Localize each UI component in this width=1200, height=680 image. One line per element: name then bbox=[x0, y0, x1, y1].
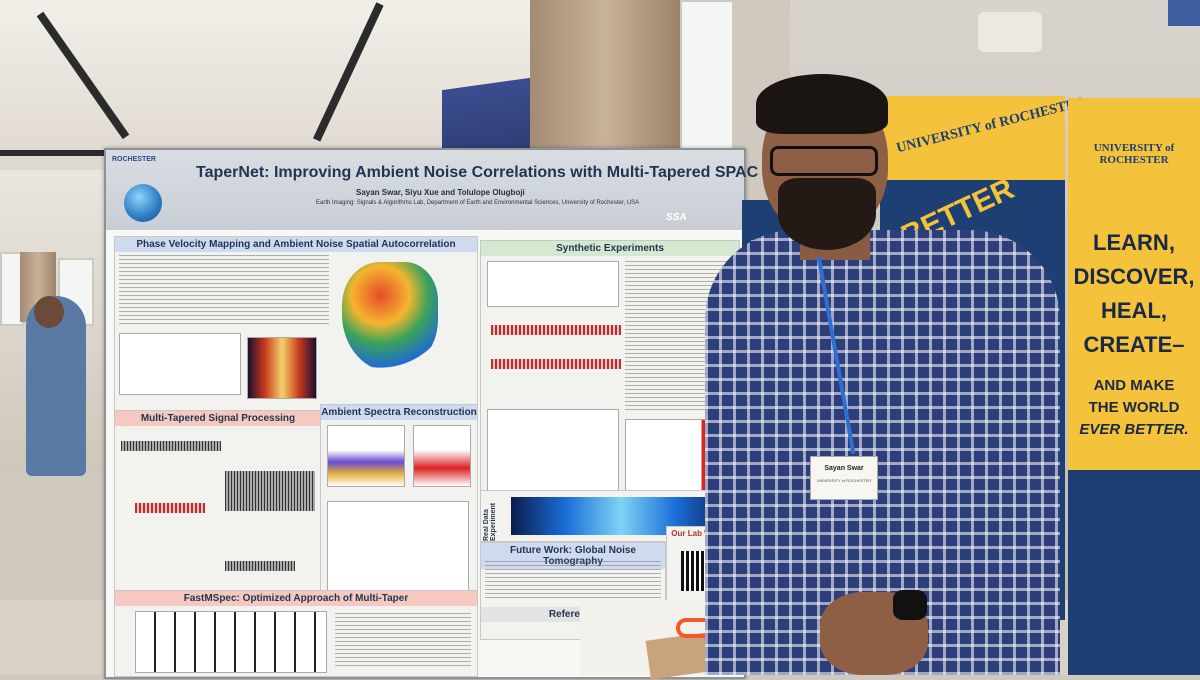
poster-authors: Sayan Swar, Siyu Xue and Tolulope Olugbo… bbox=[356, 188, 525, 197]
eigen-basis-plot bbox=[135, 611, 327, 673]
mean-spectra-trace bbox=[225, 561, 295, 571]
phase-velocity-plot bbox=[247, 337, 317, 399]
lab-globe-logo bbox=[124, 184, 162, 222]
section-heading: Ambient Spectra Reconstruction bbox=[321, 405, 477, 420]
ssa-logo: SSA bbox=[666, 212, 687, 223]
banner-university-label: UNIVERSITY of ROCHESTER bbox=[1093, 142, 1175, 166]
section-fastmspec: FastMSpec: Optimized Approach of Multi-T… bbox=[114, 590, 478, 677]
banner-slogan-line: LEARN, bbox=[1093, 230, 1175, 255]
section-heading: Phase Velocity Mapping and Ambient Noise… bbox=[115, 237, 477, 252]
section-heading: Synthetic Experiments bbox=[481, 241, 739, 256]
banner-slogan-line: CREATE– bbox=[1083, 332, 1185, 357]
raw-signal-trace bbox=[121, 441, 221, 451]
poster-header bbox=[106, 150, 744, 230]
section-ambient-spectra: Ambient Spectra Reconstruction bbox=[320, 404, 478, 600]
badge-name: Sayan Swar bbox=[824, 465, 864, 472]
section-heading: Multi-Tapered Signal Processing bbox=[115, 411, 321, 426]
synthetic-stations-plot bbox=[487, 261, 619, 307]
banner-slogan-line: AND MAKE bbox=[1093, 377, 1175, 394]
real-data-label: Real Data Experiment bbox=[483, 502, 497, 541]
synthetic-waveform bbox=[491, 325, 621, 335]
body-text bbox=[119, 255, 329, 327]
security-camera bbox=[978, 12, 1042, 52]
banner-slogan-line: HEAL, bbox=[1101, 298, 1167, 323]
spectra-trace bbox=[135, 503, 205, 513]
poster-affiliation: Earth Imaging: Signals & Algorithms Lab,… bbox=[316, 200, 640, 206]
university-logo: ROCHESTER bbox=[112, 156, 156, 163]
body-text bbox=[485, 561, 661, 601]
banner-slogan-line: EVER BETTER. bbox=[1079, 421, 1189, 438]
formula-block bbox=[119, 333, 241, 395]
section-heading: Our Lab Website bbox=[671, 529, 735, 538]
presenter-beard bbox=[778, 178, 876, 250]
section-phase-velocity: Phase Velocity Mapping and Ambient Noise… bbox=[114, 236, 478, 416]
presenter-hair bbox=[756, 74, 888, 134]
banner-slogan-line: THE WORLD bbox=[1088, 399, 1180, 416]
background-person-head bbox=[34, 296, 64, 328]
spectra-line-plot bbox=[327, 501, 469, 593]
wall-sign bbox=[1168, 0, 1200, 26]
taper-traces bbox=[225, 471, 315, 511]
red-spectrum-plot bbox=[413, 425, 471, 487]
section-multitaper: Multi-Tapered Signal Processing bbox=[114, 410, 322, 600]
section-heading: FastMSpec: Optimized Approach of Multi-T… bbox=[115, 591, 477, 606]
africa-velocity-map bbox=[342, 262, 438, 372]
name-badge: Sayan Swar UNIVERSITY of ROCHESTER bbox=[810, 456, 878, 500]
body-text bbox=[335, 613, 471, 669]
badge-org: UNIVERSITY of ROCHESTER bbox=[816, 478, 872, 483]
wristwatch bbox=[893, 590, 927, 620]
synthetic-waveform bbox=[491, 359, 621, 369]
eyeglasses bbox=[770, 146, 878, 176]
spectra-3d-plot bbox=[327, 425, 405, 487]
banner-slogan-line: DISCOVER, bbox=[1073, 264, 1195, 289]
section-synthetic: Synthetic Experiments bbox=[480, 240, 740, 510]
poster-title: TaperNet: Improving Ambient Noise Correl… bbox=[196, 164, 759, 181]
banner-university-label: UNIVERSITY of ROCHESTER bbox=[894, 94, 1087, 157]
banner-right-graphic bbox=[1068, 470, 1200, 675]
